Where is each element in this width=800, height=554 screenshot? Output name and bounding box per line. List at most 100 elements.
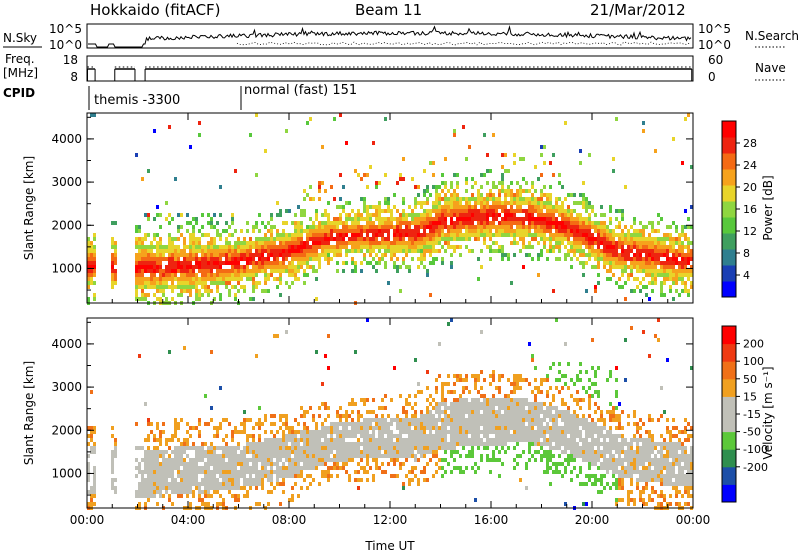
power-cell	[687, 253, 690, 257]
power-cell	[585, 245, 588, 249]
power-cell	[345, 225, 348, 229]
power-cell	[474, 213, 477, 217]
power-cell	[543, 221, 546, 225]
velocity-cell	[360, 426, 363, 430]
velocity-cell	[447, 322, 450, 326]
power-cell	[471, 249, 474, 253]
power-cell	[249, 241, 252, 245]
power-cell	[111, 261, 114, 265]
velocity-cell	[540, 454, 543, 458]
power-cell	[321, 213, 324, 217]
power-cell	[231, 269, 234, 273]
velocity-cell	[336, 442, 339, 446]
velocity-cell	[327, 366, 330, 370]
power-cell	[579, 149, 582, 153]
velocity-cell	[342, 446, 345, 450]
power-cell	[171, 249, 174, 253]
power-cell	[255, 285, 258, 289]
power-cell	[579, 161, 582, 165]
velocity-cell	[273, 442, 276, 446]
velocity-cell	[450, 430, 453, 434]
power-cell	[357, 225, 360, 229]
velocity-cell	[423, 450, 426, 454]
power-cell	[222, 281, 225, 285]
velocity-cell	[306, 430, 309, 434]
power-cell	[540, 209, 543, 213]
velocity-cell	[546, 406, 549, 410]
power-cell	[510, 181, 513, 185]
velocity-cell	[441, 446, 444, 450]
power-cell	[480, 265, 483, 269]
power-cell	[498, 213, 501, 217]
velocity-cell	[513, 406, 516, 410]
power-cell	[393, 265, 396, 269]
power-cell	[234, 249, 237, 253]
power-cell	[468, 217, 471, 221]
velocity-cell	[342, 450, 345, 454]
velocity-cell	[549, 402, 552, 406]
velocity-cell	[444, 438, 447, 442]
power-cell	[210, 249, 213, 253]
velocity-cell	[306, 462, 309, 466]
power-cell	[423, 221, 426, 225]
velocity-cell	[252, 442, 255, 446]
power-cell	[183, 261, 186, 265]
velocity-cell	[585, 370, 588, 374]
velocity-cell	[198, 458, 201, 462]
power-cell	[135, 237, 138, 241]
power-cell	[435, 217, 438, 221]
power-cell	[339, 217, 342, 221]
velocity-cell	[408, 450, 411, 454]
power-cell	[561, 229, 564, 233]
power-cell	[582, 249, 585, 253]
power-cell	[240, 273, 243, 277]
power-cell	[276, 245, 279, 249]
power-cell	[201, 253, 204, 257]
power-ylabel: Slant Range [km]	[22, 156, 36, 260]
power-cell	[651, 241, 654, 245]
velocity-cell	[321, 382, 324, 386]
velocity-cell	[321, 470, 324, 474]
power-cell	[222, 249, 225, 253]
power-cell	[225, 257, 228, 261]
power-cell	[327, 217, 330, 221]
velocity-cell	[312, 430, 315, 434]
power-cell	[585, 201, 588, 205]
velocity-cell	[363, 418, 366, 422]
power-cell	[303, 273, 306, 277]
power-cell	[639, 233, 642, 237]
power-cell	[177, 269, 180, 273]
velocity-cell	[357, 442, 360, 446]
power-cell	[525, 225, 528, 229]
power-cell	[630, 269, 633, 273]
velocity-cell	[480, 442, 483, 446]
velocity-cell	[417, 434, 420, 438]
power-cell	[663, 281, 666, 285]
velocity-cell	[492, 370, 495, 374]
velocity-cell	[402, 454, 405, 458]
power-cell	[444, 221, 447, 225]
power-cell	[633, 245, 636, 249]
velocity-cell	[312, 458, 315, 462]
power-cell	[234, 261, 237, 265]
power-cell	[543, 145, 546, 149]
power-cell	[402, 221, 405, 225]
power-cell	[219, 261, 222, 265]
power-cell	[252, 245, 255, 249]
power-cell	[468, 145, 471, 149]
velocity-cell	[471, 454, 474, 458]
power-cell	[417, 193, 420, 197]
velocity-cell	[453, 406, 456, 410]
power-cell	[573, 253, 576, 257]
velocity-cell	[240, 422, 243, 426]
power-cell	[543, 241, 546, 245]
velocity-cell	[570, 414, 573, 418]
power-cell	[267, 261, 270, 265]
velocity-cell	[195, 466, 198, 470]
power-cell	[528, 217, 531, 221]
velocity-cell	[159, 490, 162, 494]
power-cell	[558, 181, 561, 185]
power-cell	[264, 225, 267, 229]
power-cell	[618, 225, 621, 229]
power-cell	[507, 185, 510, 189]
